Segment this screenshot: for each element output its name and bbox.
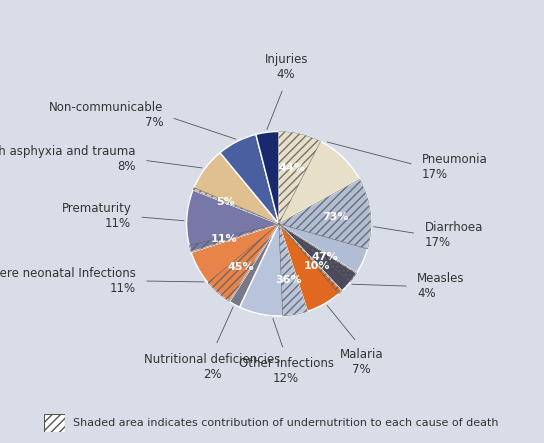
Text: 10%: 10%: [304, 261, 330, 271]
Text: Malaria
7%: Malaria 7%: [340, 348, 384, 376]
Text: Pneumonia
17%: Pneumonia 17%: [422, 152, 487, 181]
Wedge shape: [230, 224, 279, 307]
Text: 45%: 45%: [228, 262, 255, 272]
Wedge shape: [220, 134, 279, 224]
Wedge shape: [279, 224, 357, 291]
Text: 47%: 47%: [312, 252, 338, 262]
Wedge shape: [279, 179, 371, 273]
Text: Diarrhoea
17%: Diarrhoea 17%: [424, 221, 483, 249]
Text: 44%: 44%: [279, 163, 306, 173]
Text: Other infections
12%: Other infections 12%: [239, 358, 333, 385]
Text: Measles
4%: Measles 4%: [417, 272, 465, 300]
Wedge shape: [279, 224, 342, 311]
Text: 36%: 36%: [276, 275, 302, 285]
Text: Shaded area indicates contribution of undernutrition to each cause of death: Shaded area indicates contribution of un…: [73, 418, 499, 428]
Text: Birth asphyxia and trauma
8%: Birth asphyxia and trauma 8%: [0, 145, 136, 173]
Wedge shape: [191, 224, 279, 302]
Text: Injuries
4%: Injuries 4%: [264, 53, 308, 81]
Text: Severe neonatal Infections
11%: Severe neonatal Infections 11%: [0, 267, 136, 295]
Text: 5%: 5%: [217, 197, 236, 207]
Wedge shape: [187, 190, 279, 252]
Text: Non-communicable
7%: Non-communicable 7%: [49, 101, 164, 129]
Text: 73%: 73%: [323, 212, 349, 222]
Text: Nutritional deficiencies
2%: Nutritional deficiencies 2%: [144, 353, 281, 381]
Text: 11%: 11%: [211, 234, 237, 244]
Text: Prematurity
11%: Prematurity 11%: [61, 202, 131, 230]
Wedge shape: [239, 224, 307, 316]
Wedge shape: [193, 153, 279, 224]
Wedge shape: [279, 132, 360, 224]
Wedge shape: [256, 132, 279, 224]
